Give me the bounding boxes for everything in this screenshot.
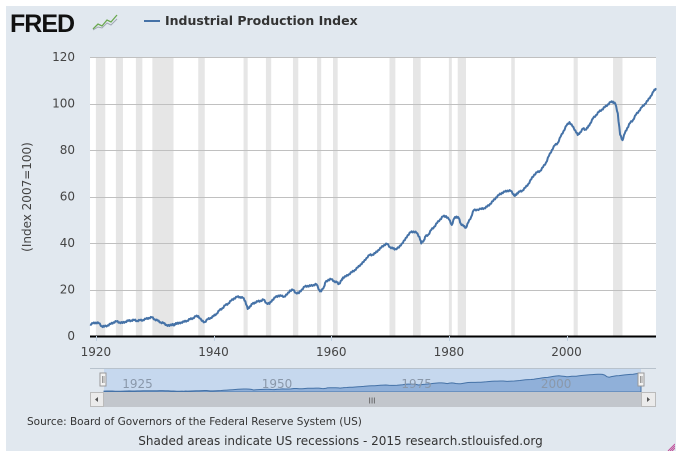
recession-band [511, 57, 515, 336]
x-tick-label: 1980 [434, 345, 465, 359]
recession-band [152, 57, 174, 336]
x-tick-label: 1920 [81, 345, 112, 359]
arrow-right-icon [647, 397, 650, 402]
legend-label: Industrial Production Index [165, 13, 358, 28]
recession-band [573, 57, 578, 336]
navigator-label: 1925 [122, 377, 153, 391]
arrow-left-icon [95, 397, 98, 402]
y-tick-label: 120 [52, 50, 75, 64]
fred-logo[interactable]: FRED [10, 10, 75, 38]
y-axis-label: (Index 2007=100) [20, 142, 34, 252]
navigator[interactable]: 1925 1950 1975 2000 [90, 368, 656, 393]
recession-band [243, 57, 248, 336]
series-line-industrial-production[interactable] [89, 87, 657, 329]
recession-band [389, 57, 396, 336]
x-axis: 1920 1940 1960 1980 2000 [81, 336, 582, 359]
recession-band [457, 57, 466, 336]
navigator-labels: 1925 1950 1975 2000 [122, 377, 571, 391]
y-tick-label: 60 [60, 190, 75, 204]
scrollbar-grip[interactable]: III [368, 397, 375, 406]
x-tick-label: 1940 [198, 345, 229, 359]
recession-band [292, 57, 299, 336]
y-tick-label: 20 [60, 283, 75, 297]
line-chart-icon [92, 13, 118, 31]
recession-band [135, 57, 143, 336]
plot-background [90, 57, 656, 336]
recession-band [115, 57, 123, 336]
scroll-left-button[interactable] [90, 392, 104, 407]
x-tick-label: 2000 [551, 345, 582, 359]
resize-grip-icon[interactable] [667, 443, 675, 451]
recession-band [613, 57, 623, 336]
navigator-label: 1975 [401, 377, 432, 391]
source-text: Source: Board of Governors of the Federa… [27, 416, 362, 428]
y-tick-label: 40 [60, 236, 75, 250]
recession-band [332, 57, 338, 336]
recession-band [265, 57, 272, 336]
y-tick-label: 100 [52, 97, 75, 111]
scrollbar-thumb[interactable] [104, 392, 641, 407]
recession-note: Shaded areas indicate US recessions - 20… [138, 434, 543, 448]
recession-band [95, 57, 106, 336]
y-axis: 0 20 40 60 80 100 120 [52, 50, 75, 343]
recession-band [413, 57, 421, 336]
y-tick-label: 80 [60, 143, 75, 157]
navigator-handle-left[interactable] [99, 372, 107, 387]
legend-item[interactable]: Industrial Production Index [144, 13, 358, 28]
scrollbar[interactable]: III [90, 392, 656, 407]
navigator-series-area [103, 372, 642, 393]
scroll-right-button[interactable] [641, 392, 656, 407]
x-tick-label: 1960 [316, 345, 347, 359]
y-tick-label: 0 [67, 329, 75, 343]
recession-band [198, 57, 205, 336]
navigator-label: 1950 [262, 377, 293, 391]
recession-bands [95, 57, 623, 336]
navigator-label: 2000 [541, 377, 572, 391]
navigator-handle-right[interactable] [637, 372, 645, 387]
recession-band [317, 57, 322, 336]
recession-band [448, 57, 452, 336]
legend-swatch [144, 19, 160, 22]
gridlines [90, 57, 656, 291]
